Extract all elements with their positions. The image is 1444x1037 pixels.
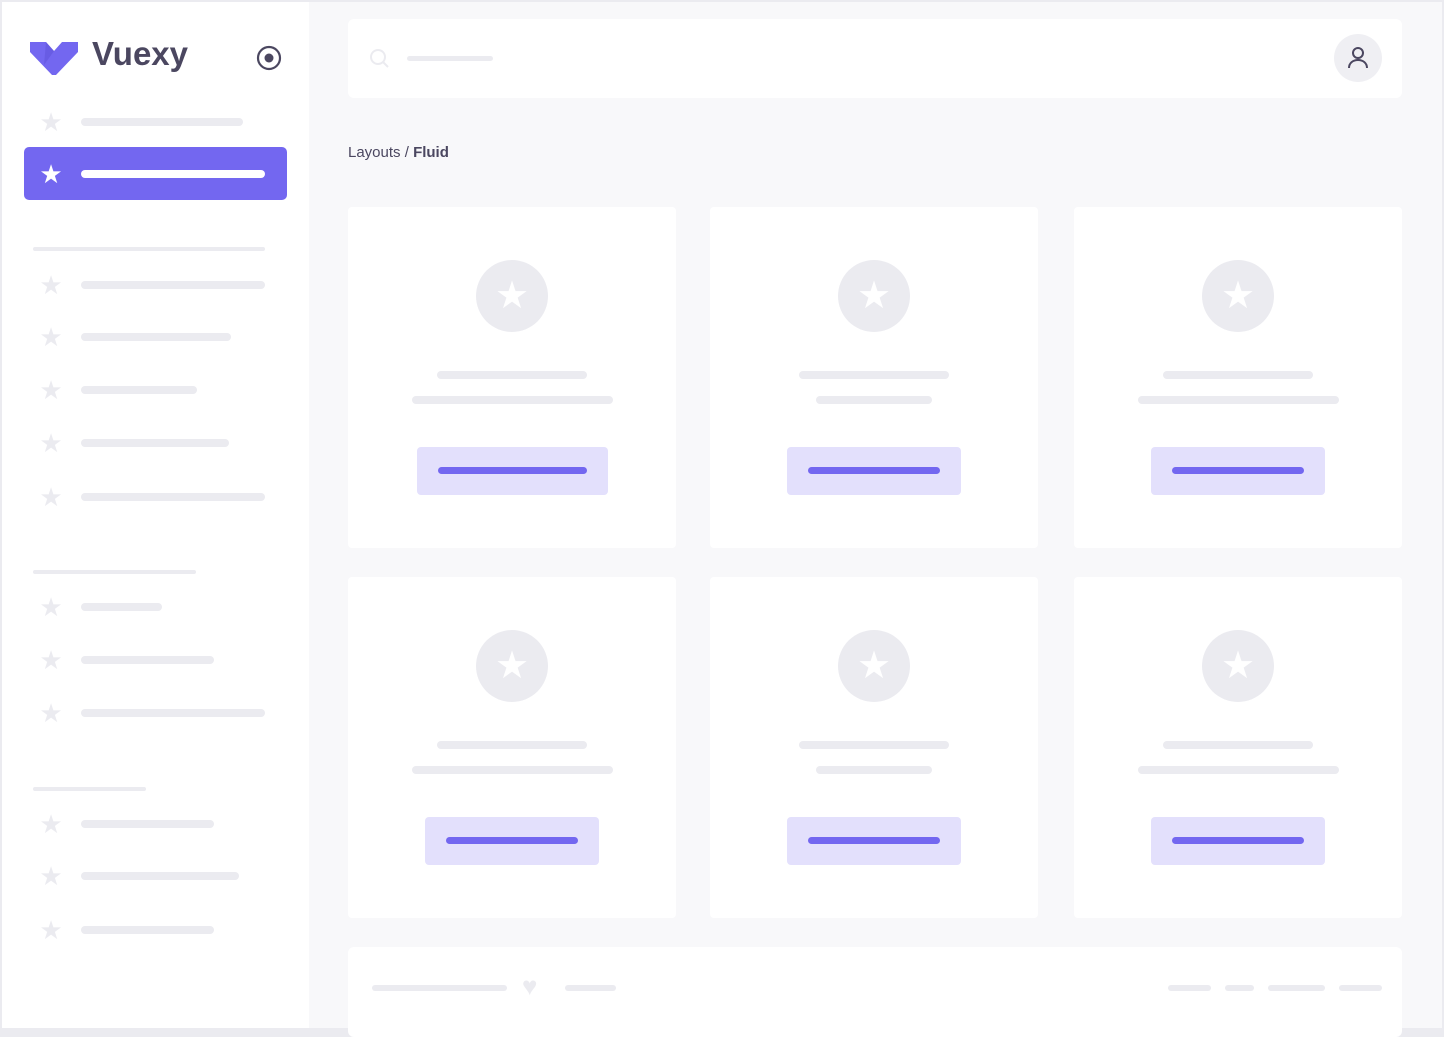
footer-link[interactable] [1225,985,1254,991]
search-input[interactable] [407,56,493,61]
star-icon: ★ [39,645,63,675]
card-title [1163,371,1313,379]
sidebar-item[interactable] [81,386,197,394]
star-icon: ★ [39,482,63,512]
star-icon: ★ [39,592,63,622]
star-icon: ★ [476,260,548,332]
breadcrumb-parent[interactable]: Layouts [348,144,401,161]
sidebar-section-header [33,247,265,251]
user-icon [1348,47,1368,69]
card: ★ [348,207,676,548]
avatar[interactable] [1334,34,1382,82]
heart-icon: ♥ [522,971,538,1001]
card-title [799,371,949,379]
card-text [1137,396,1339,404]
sidebar-section-header [33,787,146,791]
sidebar-section-header [33,570,196,574]
card-button[interactable] [787,447,961,495]
card: ★ [710,577,1038,918]
brand-name: Vuexy [92,35,189,72]
footer-link[interactable] [1168,985,1211,991]
card-button[interactable] [416,447,608,495]
top-navbar [348,19,1402,98]
card-title [1163,741,1313,749]
footer: ♥ [348,947,1402,1037]
sidebar-item[interactable] [81,603,162,611]
star-icon: ★ [39,159,63,189]
star-icon: ★ [39,428,63,458]
star-icon: ★ [39,861,63,891]
card-text [411,766,613,774]
card-button[interactable] [1151,447,1325,495]
star-icon: ★ [39,322,63,352]
star-icon: ★ [39,915,63,945]
star-icon: ★ [1202,260,1274,332]
card-text [1137,766,1339,774]
card-button[interactable] [425,817,599,865]
breadcrumb-current: Fluid [413,144,449,161]
card: ★ [1074,207,1402,548]
radio-circle-icon[interactable] [256,45,282,71]
breadcrumb-separator: / [404,144,409,161]
sidebar-item[interactable] [81,493,265,501]
sidebar-item[interactable] [81,820,214,828]
star-icon: ★ [838,630,910,702]
sidebar-item[interactable] [81,872,239,880]
card-button[interactable] [1151,817,1325,865]
card-button[interactable] [787,817,961,865]
vuexy-logo [30,42,78,75]
card: ★ [710,207,1038,548]
card-title [437,741,587,749]
star-icon: ★ [39,698,63,728]
star-icon: ★ [476,630,548,702]
footer-text [372,985,507,991]
sidebar-item[interactable] [81,118,243,126]
card-title [437,371,587,379]
card: ★ [348,577,676,918]
star-icon: ★ [838,260,910,332]
sidebar-item[interactable] [81,333,231,341]
card-text [411,396,613,404]
breadcrumb: Layouts / Fluid [348,144,449,161]
sidebar-item[interactable] [81,656,214,664]
card: ★ [1074,577,1402,918]
card-text [816,766,932,774]
footer-link[interactable] [1268,985,1325,991]
sidebar-item[interactable] [81,281,265,289]
sidebar-item[interactable] [81,170,265,178]
star-icon: ★ [39,809,63,839]
star-icon: ★ [39,375,63,405]
search-icon[interactable] [370,49,390,69]
sidebar-item[interactable] [81,926,214,934]
star-icon: ★ [39,107,63,137]
footer-link[interactable] [1339,985,1382,991]
footer-text [565,985,616,991]
sidebar-item[interactable] [81,439,229,447]
sidebar-item[interactable] [81,709,265,717]
star-icon: ★ [39,270,63,300]
star-icon: ★ [1202,630,1274,702]
card-title [799,741,949,749]
card-text [816,396,932,404]
